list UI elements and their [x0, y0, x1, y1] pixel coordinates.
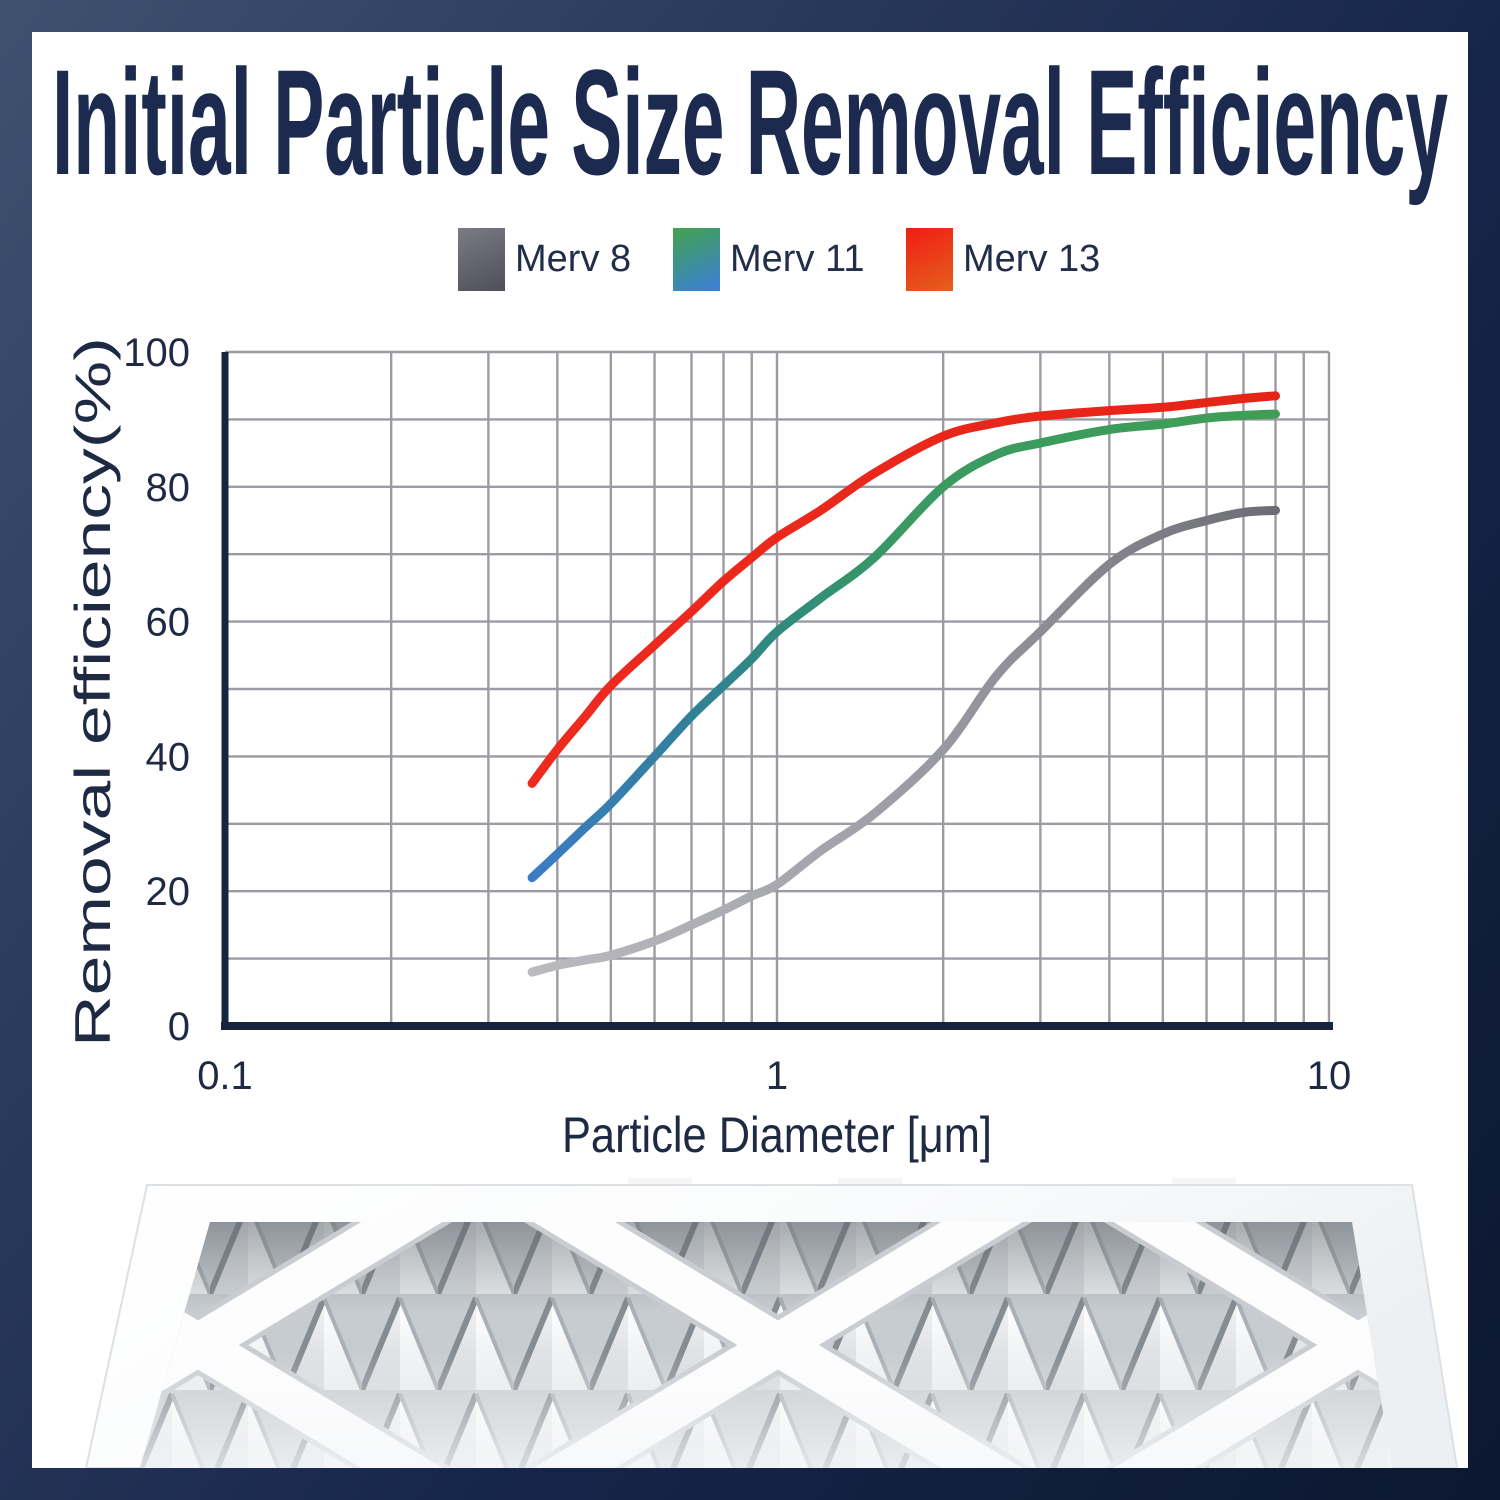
- y-tick-label: 60: [146, 601, 191, 645]
- x-axis-title: Particle Diameter [μm]: [562, 1107, 992, 1163]
- chart-grid: [225, 350, 1331, 1026]
- series-curve-merv-13: [527, 391, 1281, 788]
- y-tick-label: 100: [123, 331, 190, 375]
- efficiency-chart: 0 20 40 60 80 100 0.1 1 10 Particle Diameter [μm…: [65, 331, 1459, 1468]
- axis-tick-labels: 0 20 40 60 80 100 0.1 1 10: [123, 331, 1351, 1098]
- merv-11-swatch-icon: [673, 228, 720, 291]
- air-filter-photo: [84, 1178, 1459, 1468]
- page-title: Initial Particle Size Removal Efficiency: [52, 38, 1448, 206]
- y-tick-label: 20: [146, 870, 191, 914]
- y-axis-title: Removal efficiency(%): [65, 337, 121, 1047]
- x-tick-label: 0.1: [197, 1054, 253, 1098]
- merv-13-swatch-icon: [906, 228, 953, 291]
- legend-item-merv-13: Merv 13: [906, 228, 1100, 291]
- y-tick-label: 80: [146, 466, 191, 510]
- x-tick-label: 10: [1307, 1054, 1352, 1098]
- content-card: Initial Particle Size Removal Efficiency…: [32, 32, 1468, 1468]
- series-curve-merv-11: [527, 409, 1281, 883]
- y-tick-label: 40: [146, 735, 191, 779]
- x-axis-spine: [221, 1022, 1333, 1030]
- filter-bottom-fade: [140, 1352, 1392, 1468]
- legend-label: Merv 8: [515, 238, 632, 280]
- legend-label: Merv 11: [730, 238, 865, 280]
- x-tick-label: 1: [766, 1054, 788, 1098]
- title-block: Initial Particle Size Removal Efficiency: [52, 38, 1448, 206]
- y-axis-spine: [221, 352, 229, 1030]
- y-tick-label: 0: [168, 1005, 190, 1049]
- legend-item-merv-11: Merv 11: [673, 228, 864, 291]
- chart-series: [527, 391, 1281, 977]
- merv-8-swatch-icon: [458, 228, 505, 291]
- chart-axes: [221, 352, 1333, 1030]
- series-curve-merv-8: [527, 505, 1281, 977]
- legend-item-merv-8: Merv 8: [458, 228, 631, 291]
- legend-label: Merv 13: [963, 238, 1101, 280]
